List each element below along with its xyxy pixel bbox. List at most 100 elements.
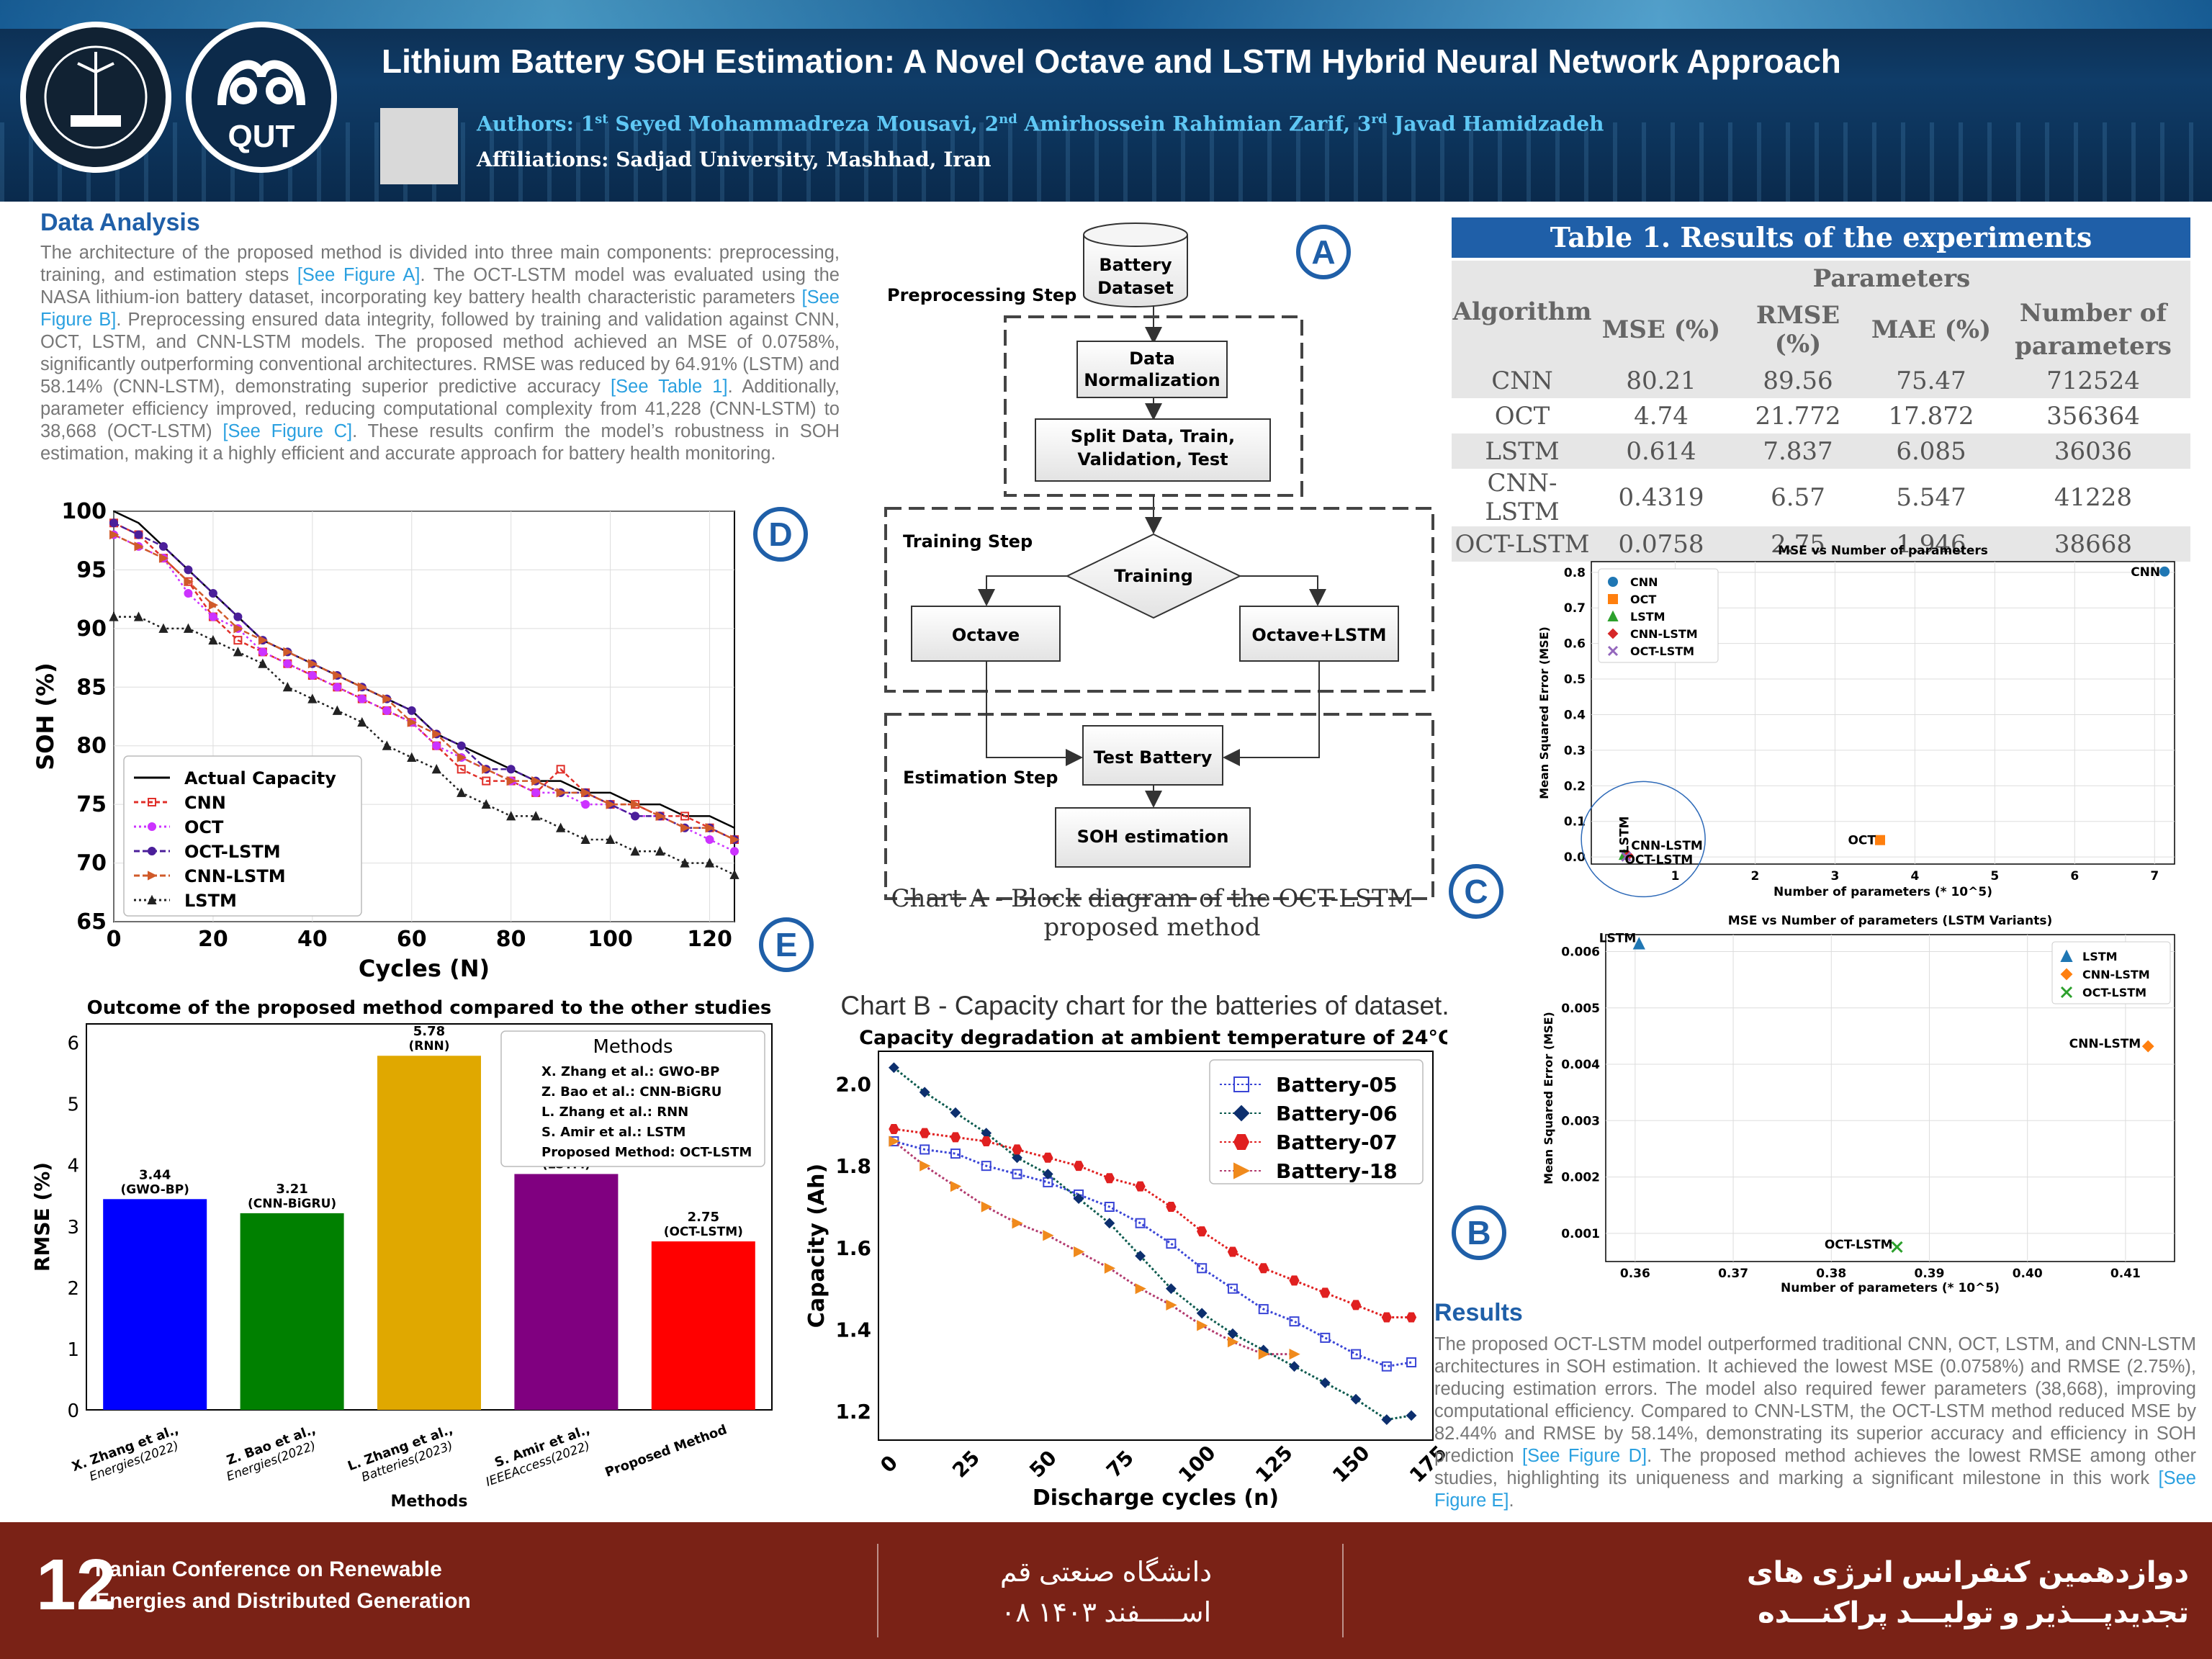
series-point-battery-07 (920, 1128, 930, 1138)
legend-marker (148, 871, 158, 881)
series-point-oct-lstm (134, 530, 143, 539)
series-point-oct (382, 706, 392, 715)
y-tick-label: 1.4 (835, 1318, 871, 1342)
series-point-battery-05 (1227, 1283, 1238, 1294)
series-point-battery-07 (1166, 1202, 1177, 1212)
x-tick-label: 120 (687, 927, 732, 952)
ref-figure-a[interactable]: [See Figure A] (297, 265, 421, 285)
ref-figure-b[interactable]: [See Figure B] (40, 287, 840, 330)
x-category-label: Proposed Method (603, 1422, 729, 1480)
series-point-cnn-lstm (506, 775, 516, 786)
legend-label: S. Amir et al.: LSTM (541, 1125, 685, 1140)
normalization-label-2: Normalization (1084, 370, 1220, 390)
y-tick-label: 0.004 (1561, 1058, 1600, 1072)
series-point-oct (432, 741, 441, 750)
ref-figure-d[interactable]: [See Figure D] (1522, 1446, 1647, 1466)
row-oct-name: OCT (1494, 401, 1550, 431)
ref-table-1[interactable]: [See Table 1] (611, 377, 728, 397)
legend-marker (1233, 1105, 1250, 1122)
series-point-battery-05 (1104, 1202, 1115, 1212)
row-lstm-mae: 6.085 (1866, 433, 1996, 469)
series-line-battery-06 (893, 1066, 1412, 1421)
series-point-battery-06 (1289, 1361, 1300, 1372)
point-label: LSTM (1617, 817, 1632, 854)
legend-label: OCT (184, 817, 224, 837)
bar-1 (240, 1213, 344, 1410)
dataset-label-1: Battery (1099, 255, 1172, 275)
footer-university-name: دانشگاه صنعتی قم (999, 1557, 1213, 1588)
row-octlstm-mse: 0.0758 (1593, 526, 1730, 562)
series-point-cnn-lstm (134, 541, 144, 552)
series-point-battery-05 (950, 1148, 961, 1159)
series-point-cnn (457, 765, 466, 774)
series-point-oct-lstm (407, 706, 416, 715)
series-point-cnn-lstm (432, 729, 442, 739)
y-tick-label: 0.003 (1561, 1114, 1600, 1128)
series-point-lstm (457, 787, 467, 797)
poster-title: Lithium Battery SOH Estimation: A Novel … (382, 42, 1841, 80)
y-tick-label: 3 (67, 1217, 79, 1238)
poster-header: QUT Lithium Battery SOH Estimation: A No… (0, 0, 2212, 202)
res-text-2: . The proposed method achieves the lowes… (1434, 1446, 2197, 1488)
series-point-battery-07 (1258, 1263, 1269, 1274)
x-axis-label: Methods (391, 1493, 468, 1511)
conference-name-line2: Energies and Distributed Generation (95, 1589, 471, 1613)
x-tick-label: 5 (1990, 869, 1999, 884)
series-point-battery-07 (1197, 1226, 1208, 1237)
series-point-battery-07 (1135, 1181, 1146, 1192)
octave-lstm-label: Octave+LSTM (1251, 625, 1386, 645)
x-tick-label: 0.39 (1915, 1267, 1945, 1281)
series-point-battery-06 (1381, 1414, 1393, 1425)
y-axis-label: SOH (%) (32, 662, 59, 770)
soh-estimation-box (1055, 807, 1251, 868)
series-point-lstm (630, 846, 640, 856)
x-tick-label: 4 (1910, 869, 1919, 884)
series-point-oct (184, 589, 193, 598)
legend-marker (2060, 968, 2073, 981)
series-point-oct (307, 671, 317, 680)
bar-method-label: (RNN) (408, 1039, 449, 1053)
series-point-battery-07 (981, 1136, 992, 1147)
legend-marker (1233, 1134, 1250, 1150)
row-cnn-mae: 75.47 (1866, 363, 1996, 398)
series-point-battery-06 (1196, 1308, 1208, 1319)
x-tick-label: 125 (1251, 1441, 1298, 1488)
series-point-cnn-lstm (258, 635, 269, 645)
series-point-battery-18 (1166, 1299, 1177, 1311)
series-point-battery-06 (888, 1062, 899, 1074)
training-frame (884, 507, 1434, 693)
split-label-2: Validation, Test (1077, 449, 1228, 469)
series-point-battery-18 (1227, 1336, 1239, 1348)
normalization-label-1: Data (1129, 349, 1175, 369)
chart-title: Capacity degradation at ambient temperat… (859, 1027, 1447, 1049)
normalization-box (1076, 341, 1228, 398)
col-algorithm: Algorithm (1452, 261, 1593, 363)
point-label: CNN (2131, 565, 2160, 580)
ref-figure-c[interactable]: [See Figure C] (222, 421, 353, 441)
series-point-battery-18 (1289, 1349, 1300, 1360)
y-tick-label: 70 (76, 851, 107, 876)
point-label: LSTM (1599, 932, 1637, 946)
row-lstm-rmse: 7.837 (1730, 433, 1866, 469)
dataset-cylinder (1083, 222, 1188, 307)
series-point-cnn-lstm (457, 752, 467, 763)
series-line-lstm (114, 616, 735, 876)
series-point-cnn (556, 765, 565, 774)
series-point-cnn-lstm (730, 835, 740, 845)
y-tick-label: 0.001 (1561, 1227, 1600, 1241)
legend-marker (148, 847, 156, 855)
chart-b-caption: Chart B - Capacity chart for the batteri… (840, 991, 1449, 1020)
series-point-cnn-lstm (680, 823, 691, 833)
footer-date: ۰۸ اســـــفند ۱۴۰۳ (1000, 1598, 1212, 1628)
point-oct-lstm (1891, 1241, 1903, 1253)
legend-label: LSTM (1630, 610, 1665, 624)
y-tick-label: 0.0 (1564, 850, 1586, 865)
y-tick-label: 0.1 (1564, 815, 1586, 830)
ref-figure-e[interactable]: [See Figure E] (1434, 1468, 2196, 1511)
series-point-cnn-lstm (581, 788, 591, 798)
legend-box (1598, 568, 1719, 663)
bar-4 (651, 1241, 755, 1410)
col-mse: MSE (%) (1593, 297, 1730, 363)
series-point-battery-06 (1350, 1393, 1362, 1405)
x-tick-label: 100 (588, 927, 633, 952)
